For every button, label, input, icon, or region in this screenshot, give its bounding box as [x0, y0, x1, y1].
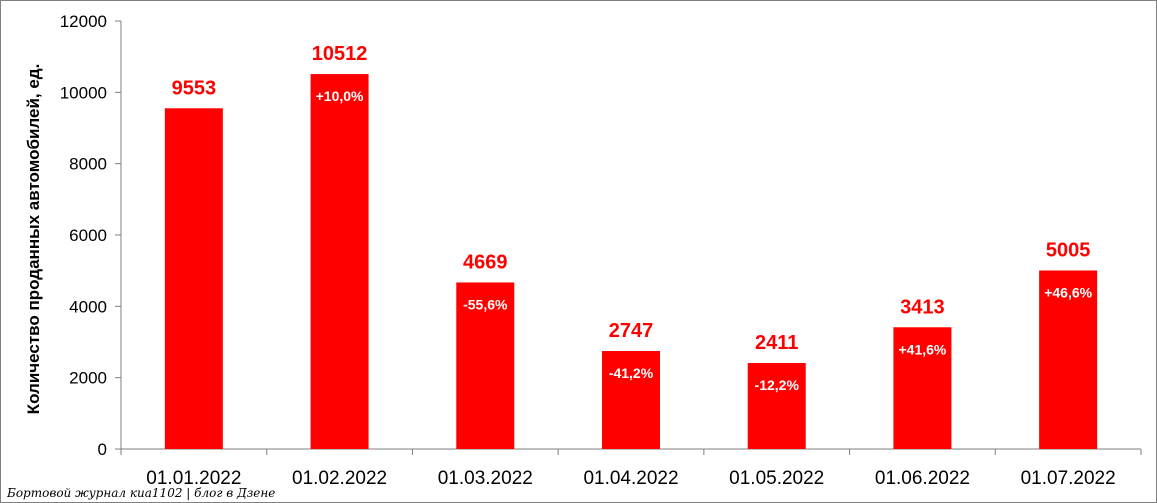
bar: [893, 327, 952, 449]
bar: [747, 363, 806, 449]
bar: [456, 282, 515, 449]
change-label: +41,6%: [898, 341, 946, 357]
bar: [1039, 270, 1098, 449]
bar: [310, 74, 369, 450]
y-tick-label: 0: [98, 440, 107, 459]
y-axis-title-group: Количество проданных автомобилей, ед.: [24, 64, 43, 415]
value-label: 2747: [609, 320, 654, 342]
x-category-label: 01.01.2022: [146, 468, 241, 489]
x-category-label: 01.03.2022: [438, 468, 533, 489]
value-label: 4669: [463, 251, 508, 273]
x-category-label: 01.06.2022: [875, 468, 970, 489]
change-label: -55,6%: [463, 296, 508, 312]
watermark-caption: Бортовой журнал киа1102 | блог в Дзене: [7, 486, 276, 500]
change-label: +10,0%: [316, 88, 364, 104]
x-category-label: 01.07.2022: [1021, 468, 1116, 489]
change-label: +46,6%: [1044, 284, 1092, 300]
value-label: 3413: [900, 296, 945, 318]
change-label: -12,2%: [755, 377, 800, 393]
bar: [602, 351, 660, 449]
x-category-label: 01.05.2022: [729, 468, 824, 489]
y-axis-title: Количество проданных автомобилей, ед.: [24, 64, 43, 415]
change-label: -41,2%: [609, 365, 654, 381]
y-tick-label: 4000: [69, 297, 107, 316]
value-label: 2411: [755, 332, 798, 354]
y-tick-label: 12000: [60, 12, 107, 31]
y-tick-label: 2000: [69, 369, 107, 388]
axes: 0 2000 4000 6000 8000 10000 12000: [60, 12, 1142, 459]
labels: 9553 01.01.2022 10512 +10,0% 01.02.2022 4669 -…: [146, 43, 1115, 489]
bar: [164, 108, 223, 449]
value-label: 5005: [1046, 239, 1091, 261]
bars: [164, 74, 1098, 450]
value-label: 9553: [172, 77, 217, 99]
y-tick-label: 6000: [69, 226, 107, 245]
y-tick-label: 10000: [60, 83, 107, 102]
x-category-label: 01.04.2022: [583, 468, 678, 489]
x-category-label: 01.02.2022: [292, 468, 387, 489]
value-label: 10512: [312, 43, 368, 65]
y-tick-label: 8000: [69, 155, 107, 174]
